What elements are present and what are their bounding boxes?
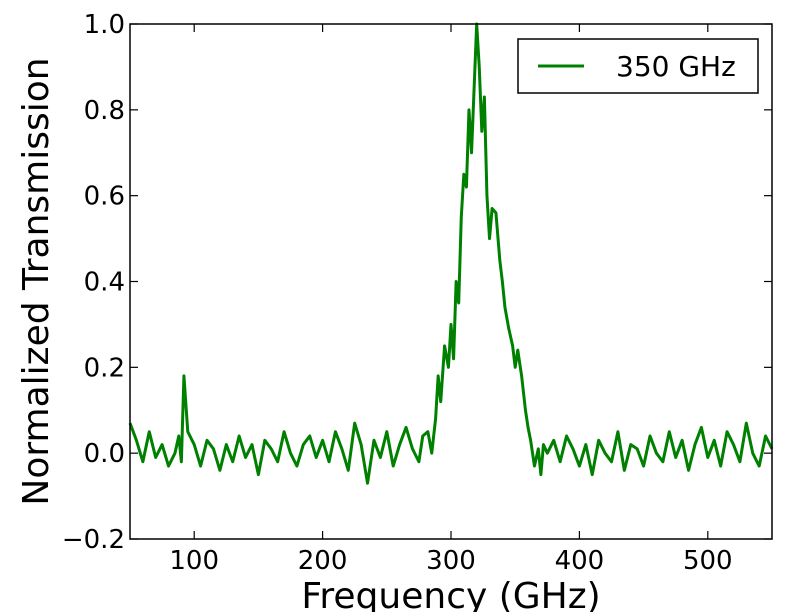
y-tick-label: 1.0 — [84, 10, 125, 40]
y-tick-label: 0.6 — [84, 182, 125, 212]
plot-layer — [128, 22, 774, 485]
plot-frame — [129, 23, 773, 540]
x-tick-label: 200 — [298, 546, 348, 576]
y-tick-label: 0.0 — [84, 439, 125, 469]
tick-layer: 100 200 300 400 500 −0.2 0.0 0.2 0.4 0.6 0.8 1.0 — [62, 10, 772, 576]
x-axis-title: Frequency (GHz) — [301, 576, 600, 612]
series-line-0 — [128, 22, 774, 485]
y-tick-label: −0.2 — [62, 525, 125, 555]
y-axis-title: Normalized Transmission — [16, 57, 57, 505]
y-tick-label: 0.4 — [84, 268, 125, 298]
x-tick-label: 500 — [683, 546, 733, 576]
legend: 350 GHz — [517, 38, 759, 94]
y-tick-label: 0.8 — [84, 96, 125, 126]
legend-label: 350 GHz — [616, 50, 736, 83]
y-tick-label: 0.2 — [84, 353, 125, 383]
x-tick-label: 300 — [426, 546, 476, 576]
x-tick-label: 100 — [169, 546, 219, 576]
x-tick-label: 400 — [555, 546, 605, 576]
